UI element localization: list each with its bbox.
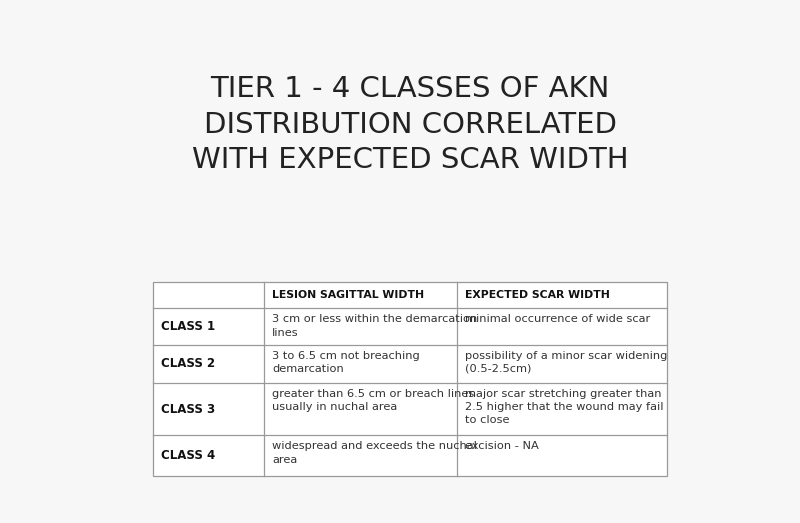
Text: TIER 1 - 4 CLASSES OF AKN
DISTRIBUTION CORRELATED
WITH EXPECTED SCAR WIDTH: TIER 1 - 4 CLASSES OF AKN DISTRIBUTION C…	[192, 75, 628, 174]
Text: greater than 6.5 cm or breach lines
usually in nuchal area: greater than 6.5 cm or breach lines usua…	[272, 389, 474, 412]
Text: 3 cm or less within the demarcation
lines: 3 cm or less within the demarcation line…	[272, 314, 478, 338]
Text: CLASS 1: CLASS 1	[161, 320, 215, 333]
Text: major scar stretching greater than
2.5 higher that the wound may fail
to close: major scar stretching greater than 2.5 h…	[465, 389, 663, 425]
Text: EXPECTED SCAR WIDTH: EXPECTED SCAR WIDTH	[465, 290, 610, 300]
Text: LESION SAGITTAL WIDTH: LESION SAGITTAL WIDTH	[272, 290, 425, 300]
Text: excision - NA: excision - NA	[465, 441, 538, 451]
Text: CLASS 2: CLASS 2	[161, 357, 215, 370]
Text: possibility of a minor scar widening
(0.5-2.5cm): possibility of a minor scar widening (0.…	[465, 351, 667, 374]
Text: widespread and exceeds the nuchal
area: widespread and exceeds the nuchal area	[272, 441, 478, 464]
Bar	[153, 282, 667, 475]
Text: CLASS 3: CLASS 3	[161, 403, 215, 416]
Text: 3 to 6.5 cm not breaching
demarcation: 3 to 6.5 cm not breaching demarcation	[272, 351, 420, 374]
Bar	[153, 282, 667, 475]
Text: CLASS 4: CLASS 4	[161, 449, 215, 462]
Text: minimal occurrence of wide scar: minimal occurrence of wide scar	[465, 314, 650, 324]
